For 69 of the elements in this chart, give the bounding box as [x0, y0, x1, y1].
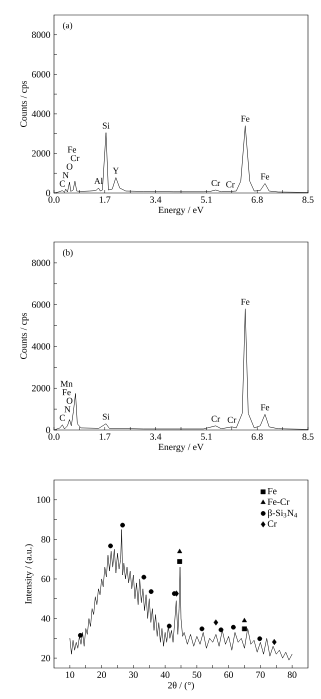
x-tick-label: 80 — [288, 672, 296, 678]
x-tick-label: 40 — [160, 672, 170, 678]
y-tick-label: 8000 — [32, 260, 50, 266]
y-tick-label: 4000 — [32, 343, 50, 350]
annotation: Y — [112, 168, 119, 174]
x-tick-label: 8.5 — [302, 196, 314, 203]
annotation: Cr — [226, 181, 235, 188]
annotation: Fe — [241, 298, 250, 305]
y-tick-label: 6000 — [32, 301, 50, 308]
legend-label: Fe-Cr — [268, 498, 290, 505]
x-tick-label: 0.0 — [48, 196, 60, 203]
annotation: Fe — [62, 389, 71, 396]
annotation: N — [62, 172, 69, 178]
y-tick-label: 20 — [41, 654, 50, 662]
y-axis-title: Counts / cps — [20, 312, 29, 360]
y-tick-label: 2000 — [32, 150, 50, 157]
y-axis-title: Intensity / (a.u.) — [24, 544, 34, 604]
x-tick-label: 3.4 — [150, 196, 162, 203]
annotation: Si — [102, 122, 110, 129]
annotation: Fe — [68, 146, 76, 153]
x-tick-label: 1.7 — [100, 434, 110, 440]
legend-label: β-Si$_{3}$N$_{4}$ — [268, 509, 298, 518]
annotation: Fe — [260, 404, 270, 410]
annotation: Fe — [241, 116, 250, 122]
x-tick-label: 1.7 — [100, 196, 110, 203]
y-tick-label: 100 — [37, 496, 50, 503]
y-tick-label: 6000 — [32, 71, 50, 78]
annotation: Fe — [260, 174, 270, 180]
x-tick-label: 50 — [192, 672, 202, 678]
x-axis-title: Energy / eV — [158, 444, 204, 452]
x-tick-label: 5.1 — [201, 196, 212, 203]
x-axis-title: Energy / eV — [158, 206, 204, 216]
y-tick-label: 60 — [41, 576, 50, 582]
annotation: Cr — [228, 416, 236, 423]
annotation: N — [64, 406, 70, 412]
x-tick-label: 8.5 — [302, 434, 314, 440]
y-tick-label: 2000 — [32, 385, 50, 392]
y-tick-label: 80 — [41, 536, 50, 543]
x-tick-label: 60 — [224, 672, 233, 678]
x-tick-label: 6.8 — [252, 196, 263, 203]
annotation: Cr — [212, 416, 220, 422]
x-tick-label: 30 — [129, 672, 138, 678]
x-tick-label: 70 — [256, 672, 265, 678]
legend-label: Cr — [268, 520, 277, 527]
y-tick-label: 4000 — [32, 110, 50, 118]
annotation: Si — [102, 414, 110, 420]
annotation: Al — [94, 178, 103, 184]
annotation: C — [60, 180, 65, 187]
y-axis-title: Counts / cps — [20, 80, 29, 128]
x-tick-label: 20 — [97, 672, 106, 678]
x-tick-label: 3.4 — [150, 434, 162, 440]
annotation: Cr — [212, 180, 220, 186]
annotation: C — [60, 414, 65, 421]
x-tick-label: 0.0 — [48, 434, 60, 440]
annotation: Cr — [70, 155, 80, 162]
y-tick-label: 40 — [41, 615, 50, 622]
x-tick-label: 10 — [66, 672, 74, 678]
annotation: (a) — [62, 22, 72, 30]
x-tick-label: 5.1 — [201, 434, 212, 440]
x-axis-title: 2θ / (°) — [168, 682, 194, 690]
y-tick-label: 0 — [46, 190, 50, 196]
y-tick-label: 8000 — [32, 32, 50, 38]
legend-label: Fe — [268, 488, 277, 494]
x-tick-label: 6.8 — [252, 434, 263, 440]
annotation: O — [66, 398, 72, 404]
annotation: (b) — [62, 249, 73, 258]
y-tick-label: 0 — [46, 426, 50, 434]
annotation: O — [66, 164, 72, 170]
annotation: Mn — [60, 380, 73, 387]
